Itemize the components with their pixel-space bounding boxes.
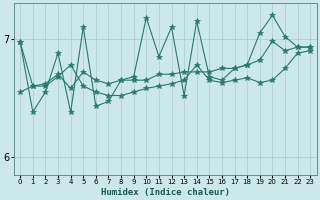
X-axis label: Humidex (Indice chaleur): Humidex (Indice chaleur) — [101, 188, 230, 197]
